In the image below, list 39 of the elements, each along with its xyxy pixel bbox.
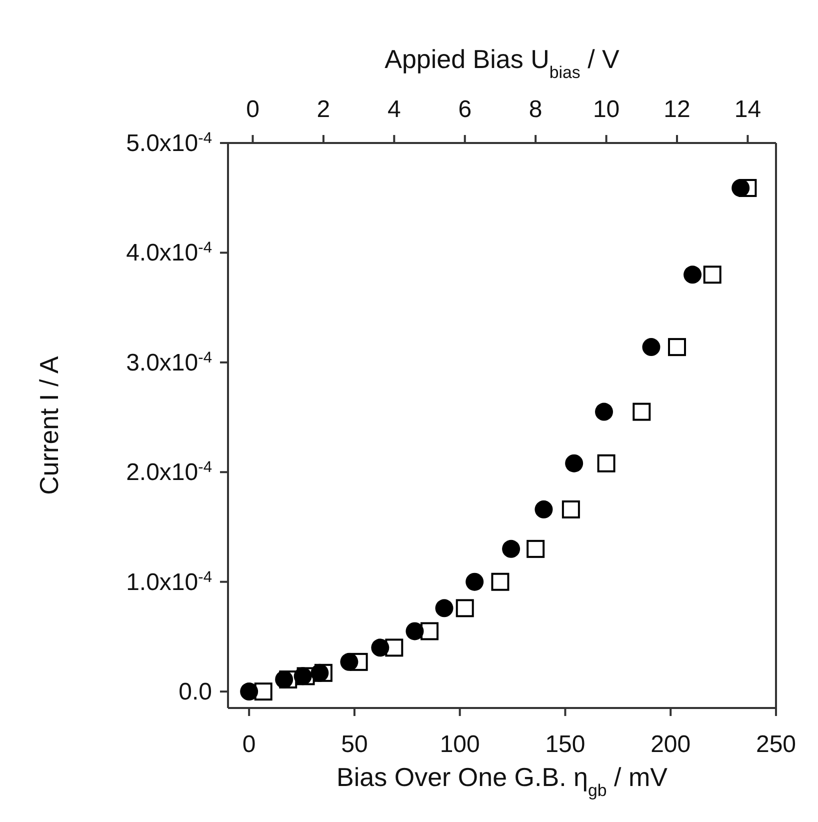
x-tick-label: 50 xyxy=(341,731,368,758)
x2-tick-label: 4 xyxy=(387,96,401,123)
point xyxy=(406,622,424,640)
x2-tick-label: 12 xyxy=(664,96,690,123)
x-tick-label: 150 xyxy=(545,731,586,758)
point xyxy=(534,500,553,518)
point xyxy=(275,670,294,688)
point xyxy=(502,540,520,558)
x2-tick-label: 0 xyxy=(246,96,260,123)
point xyxy=(684,266,702,284)
point xyxy=(310,664,329,682)
y-axis-title: Current I / A xyxy=(34,355,64,495)
x-tick-label: 250 xyxy=(756,731,796,758)
x2-tick-label: 10 xyxy=(592,96,620,123)
x2-axis-title: Appied Bias U$_{bias}$ / V xyxy=(384,44,620,82)
point xyxy=(435,599,454,618)
x2-tick-label: 14 xyxy=(734,96,762,123)
x-tick-label: 0 xyxy=(242,731,256,758)
point xyxy=(294,667,312,686)
point xyxy=(240,682,258,701)
y-tick-label: 2.0x10$^{-4}$ xyxy=(126,458,212,486)
x2-tick-label: 8 xyxy=(528,96,542,123)
y-tick-label: 0.0 xyxy=(178,678,212,706)
y-tick-label: 5.0x10$^{-4}$ xyxy=(126,130,212,157)
point xyxy=(466,572,484,591)
point xyxy=(595,402,614,421)
point xyxy=(340,652,358,671)
y-tick-label: 4.0x10$^{-4}$ xyxy=(126,239,212,267)
point xyxy=(565,454,584,472)
point xyxy=(732,178,750,197)
x2-tick-label: 6 xyxy=(458,96,472,123)
point xyxy=(371,638,390,657)
x-axis-title: Bias Over One G.B. η$_{gb}$ / mV xyxy=(336,762,668,800)
x2-tick-label: 2 xyxy=(316,96,330,123)
y-tick-label: 1.0x10$^{-4}$ xyxy=(126,568,212,596)
point xyxy=(642,338,660,356)
x-tick-label: 100 xyxy=(440,731,480,758)
x-tick-label: 200 xyxy=(650,731,691,758)
y-tick-label: 3.0x10$^{-4}$ xyxy=(126,348,212,376)
